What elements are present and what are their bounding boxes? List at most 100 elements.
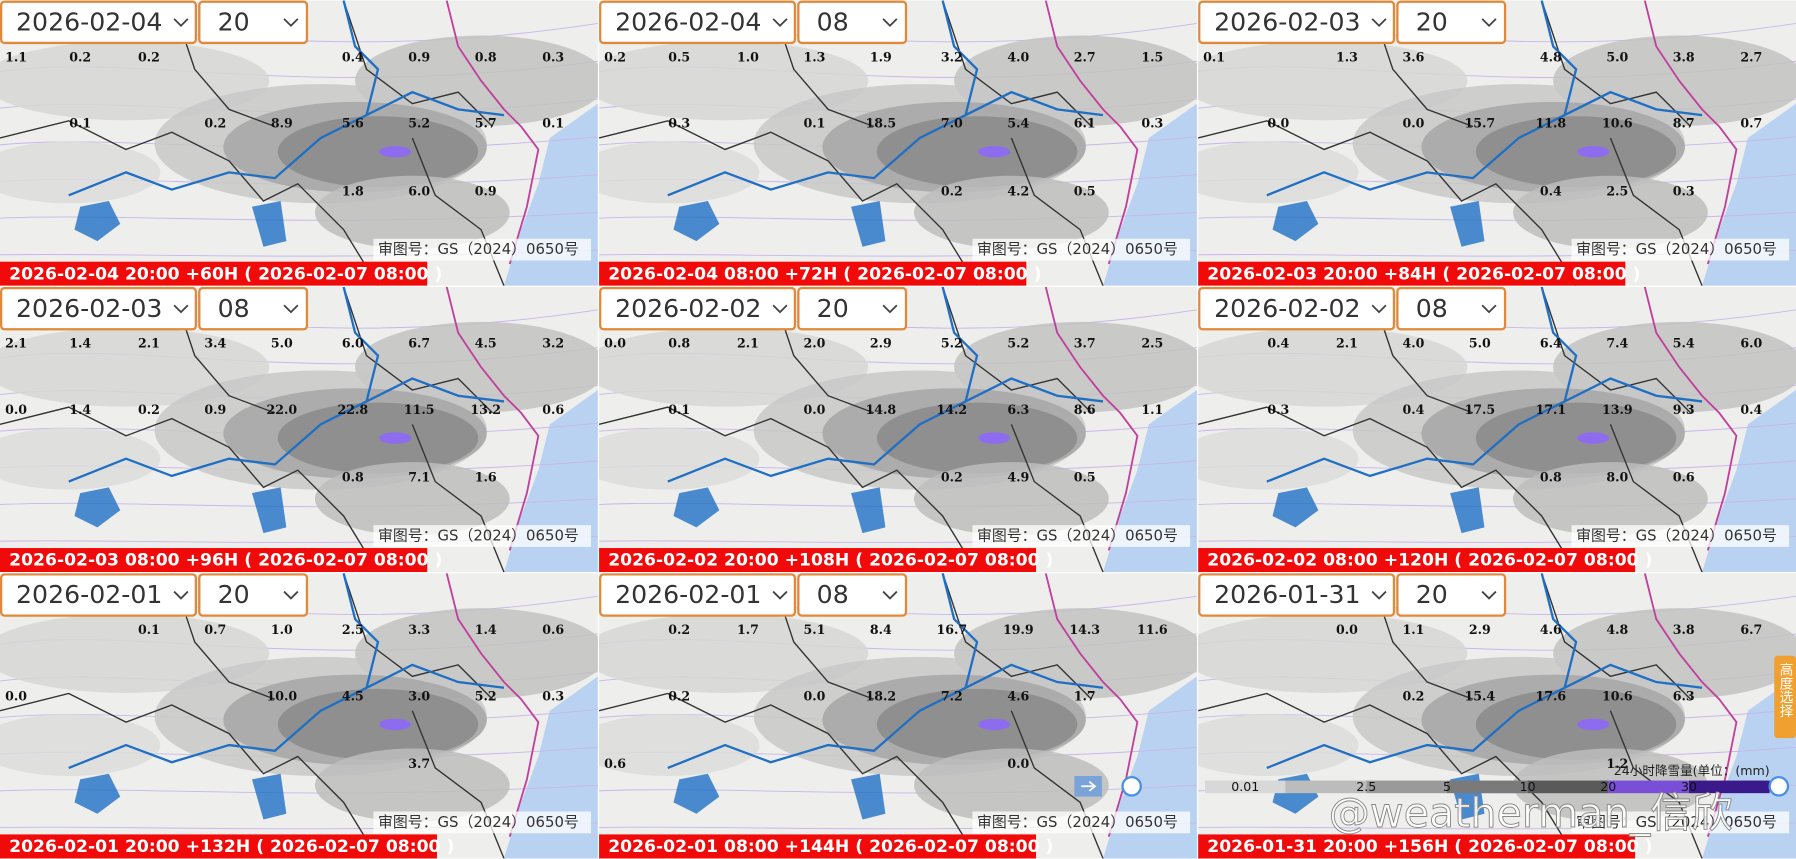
- snow-area: [277, 688, 479, 760]
- approval-number: 审图号：GS（2024）0650号: [977, 240, 1178, 258]
- snow-area: [0, 327, 270, 407]
- date-select[interactable]: 2026-02-03: [1214, 7, 1360, 36]
- station-value: 3.7: [408, 756, 430, 771]
- date-select[interactable]: 2026-02-04: [615, 7, 761, 36]
- caption: 2026-02-01 20:00 +132H ( 2026-02-07 08:0…: [9, 837, 454, 857]
- station-value: 0.1: [542, 116, 564, 131]
- station-value: 0.2: [604, 49, 626, 64]
- snow-area: [599, 327, 869, 407]
- date-select[interactable]: 2026-02-04: [16, 7, 162, 36]
- hour-select[interactable]: 08: [218, 294, 250, 323]
- legend-swatch: [1446, 780, 1528, 794]
- date-select[interactable]: 2026-01-31: [1214, 580, 1360, 609]
- hour-select-box[interactable]: [198, 573, 309, 617]
- caption-bar: [0, 548, 428, 573]
- hour-select[interactable]: 20: [817, 294, 849, 323]
- river: [1266, 286, 1703, 483]
- coast-province: [1044, 0, 1139, 265]
- station-value: 0.2: [668, 622, 690, 637]
- station-value: 3.7: [1074, 336, 1096, 351]
- boundary: [0, 286, 505, 573]
- station-value: 5.4: [1007, 116, 1029, 131]
- station-value: 22.0: [266, 402, 297, 417]
- hour-select[interactable]: 20: [218, 7, 250, 36]
- station-value: 3.2: [542, 336, 564, 351]
- hour-select[interactable]: 20: [218, 580, 250, 609]
- station-value: 0.9: [204, 402, 226, 417]
- date-select-box[interactable]: [599, 573, 797, 617]
- station-value: 1.4: [475, 622, 497, 637]
- hour-select-box[interactable]: [198, 0, 309, 45]
- legend-tick: 0.01: [1231, 779, 1259, 794]
- watermark: @weatherman_信欣: [1329, 789, 1733, 837]
- snow-area: [599, 141, 760, 204]
- boundary: [1198, 573, 1703, 859]
- date-select-box[interactable]: [0, 0, 198, 45]
- station-value: 7.1: [408, 470, 430, 485]
- river: [667, 0, 1104, 197]
- station-value: 5.0: [1469, 336, 1491, 351]
- snow-area: [277, 116, 479, 188]
- date-select[interactable]: 2026-02-02: [1214, 294, 1360, 323]
- station-value: 4.8: [1606, 622, 1628, 637]
- station-value: 17.1: [1536, 402, 1567, 417]
- station-value: 6.4: [1540, 336, 1562, 351]
- hour-select[interactable]: 08: [1416, 294, 1448, 323]
- date-select[interactable]: 2026-02-03: [16, 294, 162, 323]
- station-value: 0.3: [542, 49, 564, 64]
- hour-select-box[interactable]: [797, 573, 908, 617]
- hour-select[interactable]: 08: [817, 7, 849, 36]
- approval-number: 审图号：GS（2024）0650号: [378, 240, 579, 258]
- snow-area: [914, 748, 1109, 822]
- hour-select[interactable]: 08: [817, 580, 849, 609]
- hour-select[interactable]: 20: [1416, 580, 1448, 609]
- station-value: 0.0: [604, 336, 626, 351]
- hour-select-box[interactable]: [1396, 573, 1507, 617]
- hour-select-box[interactable]: [797, 0, 908, 45]
- caption-bar: [1198, 548, 1636, 573]
- hour-select-box[interactable]: [1396, 0, 1507, 45]
- hour-select-box[interactable]: [198, 286, 309, 331]
- side-tab[interactable]: [1774, 655, 1796, 739]
- date-select-box[interactable]: [0, 286, 198, 331]
- station-value: 1.7: [737, 622, 759, 637]
- snow-area: [914, 462, 1109, 536]
- hour-select[interactable]: 20: [1416, 7, 1448, 36]
- snow-area: [314, 748, 510, 822]
- legend-swatch: [1688, 780, 1770, 794]
- approval-number: 审图号：GS（2024）0650号: [378, 813, 579, 831]
- date-select-box[interactable]: [599, 0, 797, 45]
- chevron: [882, 304, 898, 314]
- slider-handle[interactable]: [1121, 775, 1142, 797]
- slider-handle[interactable]: [1768, 775, 1790, 797]
- station-value: 2.0: [803, 336, 825, 351]
- station-value: 0.1: [803, 116, 825, 131]
- coast-province: [445, 286, 540, 551]
- date-select-box[interactable]: [0, 573, 198, 617]
- legend-tick: 2.5: [1356, 779, 1376, 794]
- hour-select-box[interactable]: [1396, 286, 1507, 331]
- date-select[interactable]: 2026-02-01: [16, 580, 162, 609]
- caption: 2026-02-03 08:00 +96H ( 2026-02-07 08:00…: [9, 551, 442, 571]
- snow-area: [1198, 427, 1359, 490]
- station-value: 4.6: [1007, 688, 1029, 703]
- approval-bg: [373, 525, 592, 547]
- station-value: 1.0: [271, 622, 293, 637]
- chevron: [1481, 590, 1497, 600]
- hour-select-box[interactable]: [797, 286, 908, 331]
- coast-province: [1643, 0, 1738, 265]
- date-select-box[interactable]: [1198, 286, 1396, 331]
- station-value: 0.6: [1673, 470, 1695, 485]
- date-select-box[interactable]: [599, 286, 797, 331]
- station-value: 15.4: [1465, 688, 1496, 703]
- snow-area: [1198, 41, 1468, 121]
- date-select[interactable]: 2026-02-02: [615, 294, 761, 323]
- date-select[interactable]: 2026-02-01: [615, 580, 761, 609]
- date-select-box[interactable]: [1198, 573, 1396, 617]
- side-tab-label[interactable]: 高度选择: [1777, 662, 1794, 719]
- station-value: 3.4: [204, 336, 226, 351]
- station-value: 2.5: [342, 622, 364, 637]
- approval-bg: [373, 811, 592, 834]
- heavy-snow: [1577, 718, 1610, 731]
- date-select-box[interactable]: [1198, 0, 1396, 45]
